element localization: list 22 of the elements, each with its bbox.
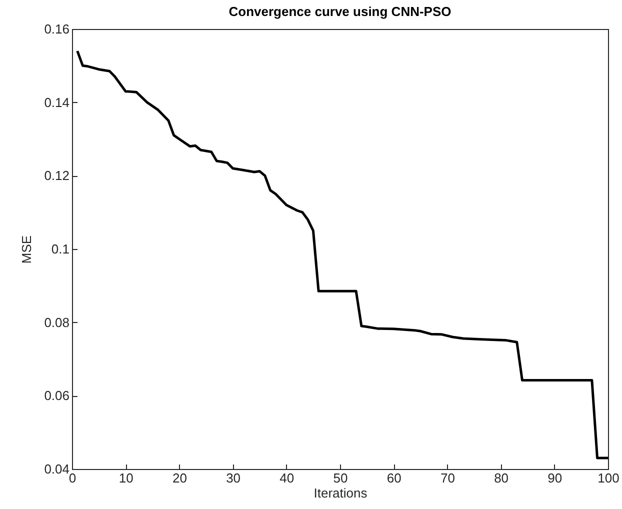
y-tick-label: 0.14 xyxy=(44,94,70,110)
x-tick-label: 70 xyxy=(440,470,455,486)
x-tick-label: 80 xyxy=(494,470,509,486)
y-tick-label: 0.08 xyxy=(44,314,70,330)
y-axis-title: MSE xyxy=(19,235,34,264)
line-series xyxy=(76,50,610,460)
y-tick-label: 0.06 xyxy=(44,388,70,404)
x-axis-title: Iterations xyxy=(314,486,368,500)
x-tick-label: 10 xyxy=(118,470,134,486)
y-tick-label: 0.12 xyxy=(44,168,70,184)
chart-title: Convergence curve using CNN-PSO xyxy=(228,4,452,19)
x-tick-label: 100 xyxy=(598,470,620,486)
x-tick-label: 30 xyxy=(226,470,241,486)
y-tick-label: 0.04 xyxy=(44,462,70,476)
x-tick-label: 60 xyxy=(386,470,402,486)
x-tick-label: 90 xyxy=(548,470,562,486)
y-tick-label: 0.16 xyxy=(44,22,70,36)
x-tick-label: 40 xyxy=(280,470,294,486)
y-tick-label: 0.1 xyxy=(51,242,70,256)
x-tick-label: 20 xyxy=(172,470,187,486)
x-tick-label: 50 xyxy=(333,470,348,486)
x-tick-label: 0 xyxy=(68,470,76,486)
